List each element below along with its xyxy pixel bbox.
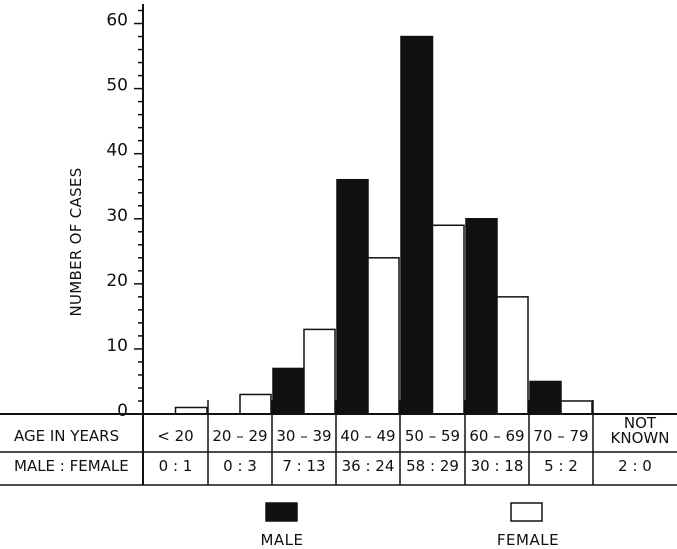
age-category-label: 30 – 39 xyxy=(276,427,331,445)
y-tick-label: 40 xyxy=(106,141,128,161)
age-category-label: 20 – 29 xyxy=(212,427,267,445)
age-category-label: 70 – 79 xyxy=(533,427,588,445)
ratio-row-label: MALE : FEMALE xyxy=(14,457,129,475)
y-tick-label: 60 xyxy=(106,11,128,31)
y-axis-title: NUMBER OF CASES xyxy=(67,167,85,316)
age-row-label: AGE IN YEARS xyxy=(14,427,119,445)
y-tick-label: 30 xyxy=(106,206,128,226)
bar-female xyxy=(304,329,335,414)
ratio-value: 58 : 29 xyxy=(406,457,459,475)
ratio-value: 5 : 2 xyxy=(544,457,578,475)
bar-male xyxy=(337,180,368,414)
legend-label-male: MALE xyxy=(260,531,303,549)
legend-swatch-male xyxy=(266,503,297,521)
y-tick-label: 10 xyxy=(106,336,128,356)
age-category-label: < 20 xyxy=(157,427,193,445)
ratio-value: 2 : 0 xyxy=(618,457,652,475)
bar-male xyxy=(401,37,433,414)
legend: MALE FEMALE xyxy=(260,503,559,549)
bar-female xyxy=(240,394,271,414)
ratio-value: 0 : 3 xyxy=(223,457,257,475)
ratio-value: 0 : 1 xyxy=(159,457,193,475)
age-category-label: 50 – 59 xyxy=(405,427,460,445)
bar-female xyxy=(433,225,465,414)
legend-swatch-female xyxy=(511,503,542,521)
ratio-value: 30 : 18 xyxy=(471,457,524,475)
bar-female xyxy=(561,401,592,414)
age-category-label: 40 – 49 xyxy=(340,427,395,445)
y-tick-label: 0 xyxy=(117,401,128,421)
y-tick-label: 20 xyxy=(106,271,128,291)
bar-male xyxy=(273,368,304,414)
bars xyxy=(176,37,593,414)
bar-male xyxy=(466,219,497,414)
y-axis: 0 10 20 30 40 50 60 xyxy=(106,4,143,421)
age-category-label: KNOWN xyxy=(611,429,670,447)
y-tick-label: 50 xyxy=(106,76,128,96)
legend-label-female: FEMALE xyxy=(497,531,559,549)
age-category-label: 60 – 69 xyxy=(469,427,524,445)
ratio-value: 36 : 24 xyxy=(342,457,395,475)
bar-male xyxy=(530,381,561,414)
bar-female xyxy=(368,258,399,414)
ratio-value: 7 : 13 xyxy=(282,457,325,475)
bar-female xyxy=(497,297,528,414)
